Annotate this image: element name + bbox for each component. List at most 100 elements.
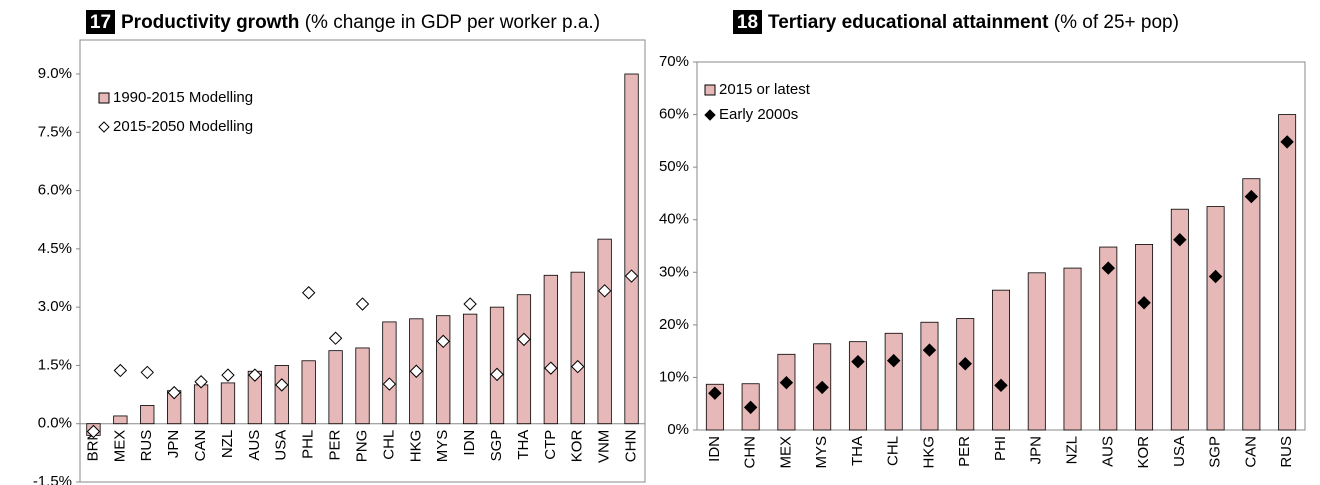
diamond-marker bbox=[815, 380, 829, 395]
x-tick-label: BRN bbox=[84, 430, 101, 462]
diamond-marker bbox=[886, 353, 901, 368]
bar bbox=[570, 271, 585, 425]
diamond-marker bbox=[382, 377, 397, 391]
x-tick-label: KOR bbox=[1135, 436, 1152, 469]
bar bbox=[543, 274, 558, 425]
diamond-marker bbox=[463, 297, 477, 311]
x-tick-label: THA bbox=[849, 436, 866, 466]
y-tick-label: 70% bbox=[659, 53, 689, 70]
x-tick-label: CHN bbox=[742, 436, 759, 469]
x-tick-label: MYS bbox=[813, 436, 830, 469]
x-tick-label: IDN bbox=[461, 430, 478, 456]
diamond-marker bbox=[544, 361, 558, 375]
y-tick-label: 20% bbox=[659, 316, 689, 333]
bar bbox=[705, 383, 724, 431]
bar bbox=[597, 238, 612, 425]
x-tick-label: SGP bbox=[1207, 436, 1224, 468]
x-tick-label: MYS bbox=[434, 430, 451, 463]
diamond-marker bbox=[779, 375, 794, 390]
diamond-marker bbox=[86, 424, 101, 439]
diamond-marker bbox=[409, 364, 424, 378]
diamond-marker bbox=[624, 269, 639, 283]
bar bbox=[624, 73, 639, 425]
diamond-marker bbox=[1244, 189, 1259, 204]
x-tick-label: THA bbox=[515, 430, 532, 460]
chart-title: Productivity growth (% change in GDP per… bbox=[121, 12, 600, 33]
y-tick-label: 50% bbox=[659, 158, 689, 175]
x-tick-label: MEX bbox=[777, 436, 794, 469]
y-tick-label: 1.5% bbox=[38, 356, 72, 373]
x-tick-label: PER bbox=[956, 436, 973, 467]
y-tick-label: 30% bbox=[659, 263, 689, 280]
title-main: Tertiary educational attainment bbox=[768, 12, 1049, 33]
bar bbox=[1099, 246, 1118, 431]
y-tick-label: 9.0% bbox=[38, 65, 72, 82]
legend-swatch bbox=[704, 109, 716, 121]
x-tick-label: MEX bbox=[111, 430, 128, 463]
x-tick-label: NZL bbox=[219, 430, 236, 458]
diamond-marker bbox=[597, 284, 612, 298]
x-tick-label: RUS bbox=[1278, 436, 1295, 468]
title-main: Productivity growth bbox=[121, 12, 299, 33]
x-tick-label: PNG bbox=[353, 430, 370, 463]
diamond-marker bbox=[221, 368, 235, 382]
diamond-marker bbox=[140, 365, 154, 380]
bar bbox=[113, 415, 128, 425]
x-tick-label: PHI bbox=[992, 436, 1009, 461]
y-tick-label: 7.5% bbox=[38, 123, 72, 140]
chart-title: Tertiary educational attainment (% of 25… bbox=[768, 12, 1179, 33]
x-tick-label: PER bbox=[327, 430, 344, 461]
diamond-marker bbox=[743, 400, 758, 415]
title-number: 18 bbox=[737, 12, 758, 33]
diamond-marker bbox=[571, 359, 585, 374]
y-tick-label: 4.5% bbox=[38, 240, 72, 257]
bar bbox=[516, 294, 532, 425]
diamond-marker bbox=[490, 367, 504, 382]
diamond-marker bbox=[301, 286, 316, 300]
bar bbox=[301, 360, 316, 425]
diamond-marker bbox=[994, 378, 1008, 393]
x-tick-label: RUS bbox=[138, 430, 155, 462]
x-tick-label: CAN bbox=[1242, 436, 1259, 468]
diamond-marker bbox=[958, 357, 972, 371]
bar bbox=[193, 384, 209, 425]
diamond-marker bbox=[275, 378, 289, 392]
y-tick-label: 10% bbox=[659, 368, 689, 385]
bar bbox=[1278, 114, 1297, 431]
x-tick-label: PHL bbox=[300, 430, 317, 459]
diamond-marker bbox=[1137, 296, 1151, 310]
x-tick-label: NZL bbox=[1063, 436, 1080, 464]
bar bbox=[777, 353, 796, 431]
diamond-marker bbox=[922, 343, 937, 357]
bar bbox=[140, 405, 155, 425]
legend-label: 2015 or latest bbox=[719, 81, 811, 98]
bar bbox=[992, 289, 1010, 431]
bar bbox=[328, 350, 343, 425]
y-tick-label: 0% bbox=[667, 421, 689, 438]
bar bbox=[1206, 206, 1225, 431]
bar bbox=[848, 341, 867, 431]
title-badge bbox=[733, 10, 762, 34]
x-tick-label: AUS bbox=[246, 430, 263, 461]
bar bbox=[1063, 267, 1082, 431]
diamond-marker bbox=[708, 386, 722, 400]
diamond-marker bbox=[167, 385, 181, 400]
bar bbox=[462, 313, 478, 425]
y-tick-label: 3.0% bbox=[38, 298, 72, 315]
diamond-marker bbox=[194, 375, 208, 389]
x-tick-label: CTP bbox=[542, 430, 559, 460]
x-tick-label: CHL bbox=[380, 430, 397, 460]
legend-label: 2015-2050 Modelling bbox=[113, 118, 253, 135]
diamond-marker bbox=[517, 332, 531, 347]
y-tick-label: 60% bbox=[659, 106, 689, 123]
x-tick-label: USA bbox=[273, 430, 290, 461]
title-badge bbox=[86, 10, 115, 34]
diamond-marker bbox=[1280, 135, 1294, 149]
legend-swatch bbox=[98, 92, 110, 104]
bar bbox=[956, 318, 975, 431]
title-number: 17 bbox=[90, 12, 111, 33]
x-tick-label: KOR bbox=[569, 430, 586, 463]
bar bbox=[884, 332, 903, 431]
